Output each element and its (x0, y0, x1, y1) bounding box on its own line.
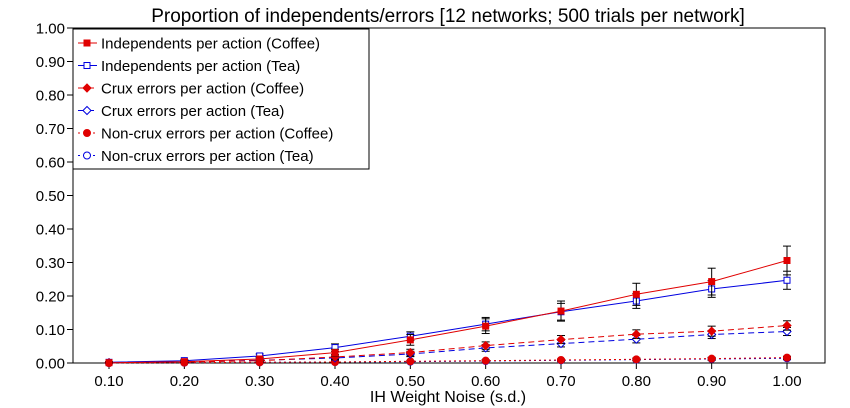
legend-label: Crux errors per action (Coffee) (101, 81, 304, 98)
series (105, 245, 791, 367)
data-point (406, 357, 415, 366)
y-tick-label: 0.30 (36, 255, 65, 272)
legend-label: Non-crux errors per action (Coffee) (101, 126, 333, 143)
x-tick-label: 0.10 (94, 373, 123, 390)
legend-label: Independents per action (Tea) (101, 58, 300, 75)
legend-label: Non-crux errors per action (Tea) (101, 148, 314, 165)
series-line (108, 279, 788, 363)
y-tick-label: 0.80 (36, 88, 65, 105)
y-tick-label: 0.00 (36, 356, 65, 373)
data-point (256, 355, 264, 363)
legend-label: Independents per action (Coffee) (101, 36, 320, 53)
series-line (108, 357, 788, 364)
data-point (783, 353, 791, 362)
data-point (406, 336, 414, 344)
data-point (481, 356, 490, 365)
data-point (783, 256, 791, 264)
data-point (631, 329, 642, 339)
data-point (631, 334, 642, 344)
series-line (108, 260, 788, 364)
x-axis-label: IH Weight Noise (s.d.) (370, 389, 526, 406)
x-tick-label: 0.80 (622, 373, 651, 390)
y-tick-label: 0.70 (36, 121, 65, 138)
data-point (557, 307, 565, 315)
y-tick-label: 0.60 (36, 155, 65, 172)
x-tick-label: 0.60 (471, 373, 500, 390)
data-point (708, 278, 716, 286)
y-tick-label: 0.20 (36, 289, 65, 306)
legend-marker (82, 83, 92, 93)
x-tick-label: 0.20 (170, 373, 199, 390)
y-tick-label: 0.90 (36, 54, 65, 71)
data-point (405, 347, 416, 358)
y-tick-label: 0.50 (36, 188, 65, 205)
x-tick-label: 0.90 (697, 373, 726, 390)
legend-marker (83, 39, 91, 47)
data-point (632, 290, 640, 298)
data-point (331, 349, 339, 357)
legend-box (72, 28, 370, 170)
data-point (105, 359, 113, 367)
y-tick-label: 0.10 (36, 322, 65, 339)
data-point (707, 354, 716, 363)
x-tick-label: 0.40 (320, 373, 349, 390)
x-tick-label: 0.70 (546, 373, 575, 390)
legend-marker (83, 62, 91, 69)
x-tick-label: 0.30 (245, 373, 274, 390)
legend: Independents per action (Coffee) Independ… (72, 28, 370, 170)
legend-marker (82, 105, 92, 116)
chart-title: Proportion of independents/errors [12 ne… (151, 6, 745, 27)
legend-label: Crux errors per action (Tea) (101, 103, 284, 120)
x-tick-label: 1.00 (772, 373, 801, 390)
data-point (482, 322, 490, 330)
data-point (782, 320, 792, 331)
data-point (706, 326, 717, 336)
y-tick-label: 0.40 (36, 222, 65, 239)
y-tick-label: 1.00 (36, 21, 65, 38)
data-point (557, 355, 565, 364)
x-tick-label: 0.50 (396, 373, 425, 390)
data-point (632, 355, 641, 364)
data-point (180, 358, 188, 366)
series-line (108, 325, 788, 364)
data-point (783, 276, 791, 284)
x-axis: 0.10 0.20 0.30 0.40 0.50 0.60 0.70 0.80 0.90 1.00 (94, 363, 802, 390)
y-axis: 0.00 0.10 0.20 0.30 0.40 0.50 0.60 0.70 0.80 0.90… (36, 21, 73, 373)
series-layer (104, 245, 792, 368)
legend-marker (83, 151, 91, 160)
data-point (480, 340, 491, 351)
legend-marker (83, 129, 91, 137)
data-point (556, 334, 566, 345)
